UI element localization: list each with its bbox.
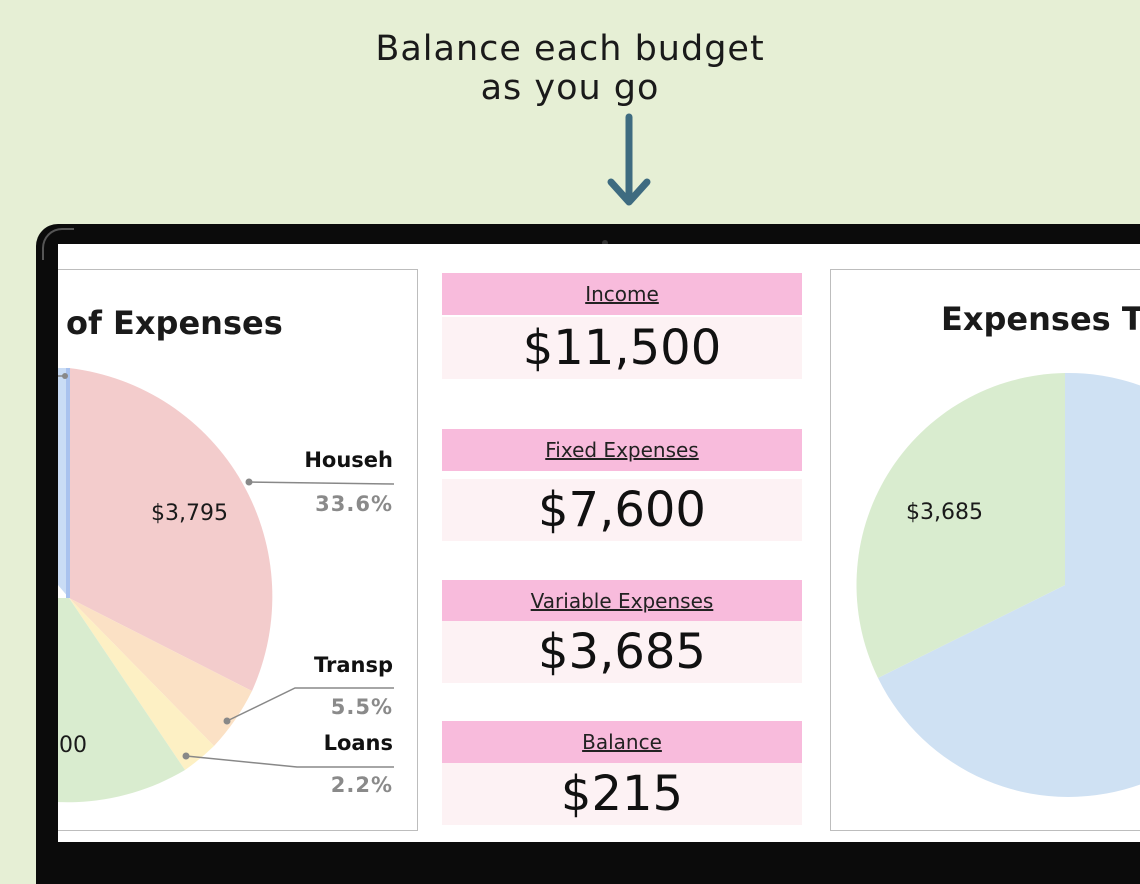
expenses-type-panel: Expenses Ty $3,685 <box>830 269 1140 831</box>
balance-label: Balance <box>442 721 802 763</box>
fixed-expenses-value: $7,600 <box>442 479 802 541</box>
variable-expenses-label: Variable Expenses <box>442 580 802 622</box>
right-chart-title: Expenses Ty <box>941 300 1140 338</box>
pie-slice-blue <box>878 372 1140 797</box>
headline-line-2: as you go <box>480 68 660 108</box>
pie-slice-green <box>856 373 1065 678</box>
camera-dot <box>602 240 608 246</box>
expenses-type-pie <box>856 372 1140 797</box>
expenses-category-panel: of Expenses $3,795 00 Househ 33.6% Trans… <box>58 269 418 831</box>
balance-value: $215 <box>442 763 802 825</box>
legend-pct: 33.6% <box>315 492 393 516</box>
pie-value-label: $3,685 <box>906 500 983 525</box>
leader-loans <box>185 755 394 768</box>
legend-pct: 5.5% <box>330 695 393 719</box>
pie-slice-loans <box>69 598 214 770</box>
pie-slice-green <box>58 598 185 803</box>
dashboard-screen: of Expenses $3,795 00 Househ 33.6% Trans… <box>58 244 1140 842</box>
pie-slice-household <box>69 368 273 691</box>
legend-name: Loans <box>323 731 393 755</box>
left-chart-title: of Expenses <box>66 304 283 342</box>
leader-household <box>248 481 395 485</box>
variable-expenses-value: $3,685 <box>442 621 802 683</box>
expenses-category-pie <box>58 367 395 803</box>
pie-value-label: $3,795 <box>151 501 228 526</box>
pie-slice-thin <box>66 368 70 598</box>
income-value: $11,500 <box>442 317 802 379</box>
legend-pct: 2.2% <box>330 773 393 797</box>
fixed-expenses-label: Fixed Expenses <box>442 429 802 471</box>
headline: Balance each budget as you go <box>0 30 1140 108</box>
down-arrow-icon <box>607 113 651 206</box>
leader-transport <box>226 687 394 722</box>
legend-name: Househ <box>304 448 393 472</box>
income-label: Income <box>442 273 802 315</box>
headline-line-1: Balance each budget <box>375 29 765 69</box>
pie-slice-transport <box>69 598 252 746</box>
legend-name: Transp <box>313 653 393 677</box>
laptop-bezel-bottom <box>58 842 1140 855</box>
pie-value-label-partial: 00 <box>59 733 87 758</box>
